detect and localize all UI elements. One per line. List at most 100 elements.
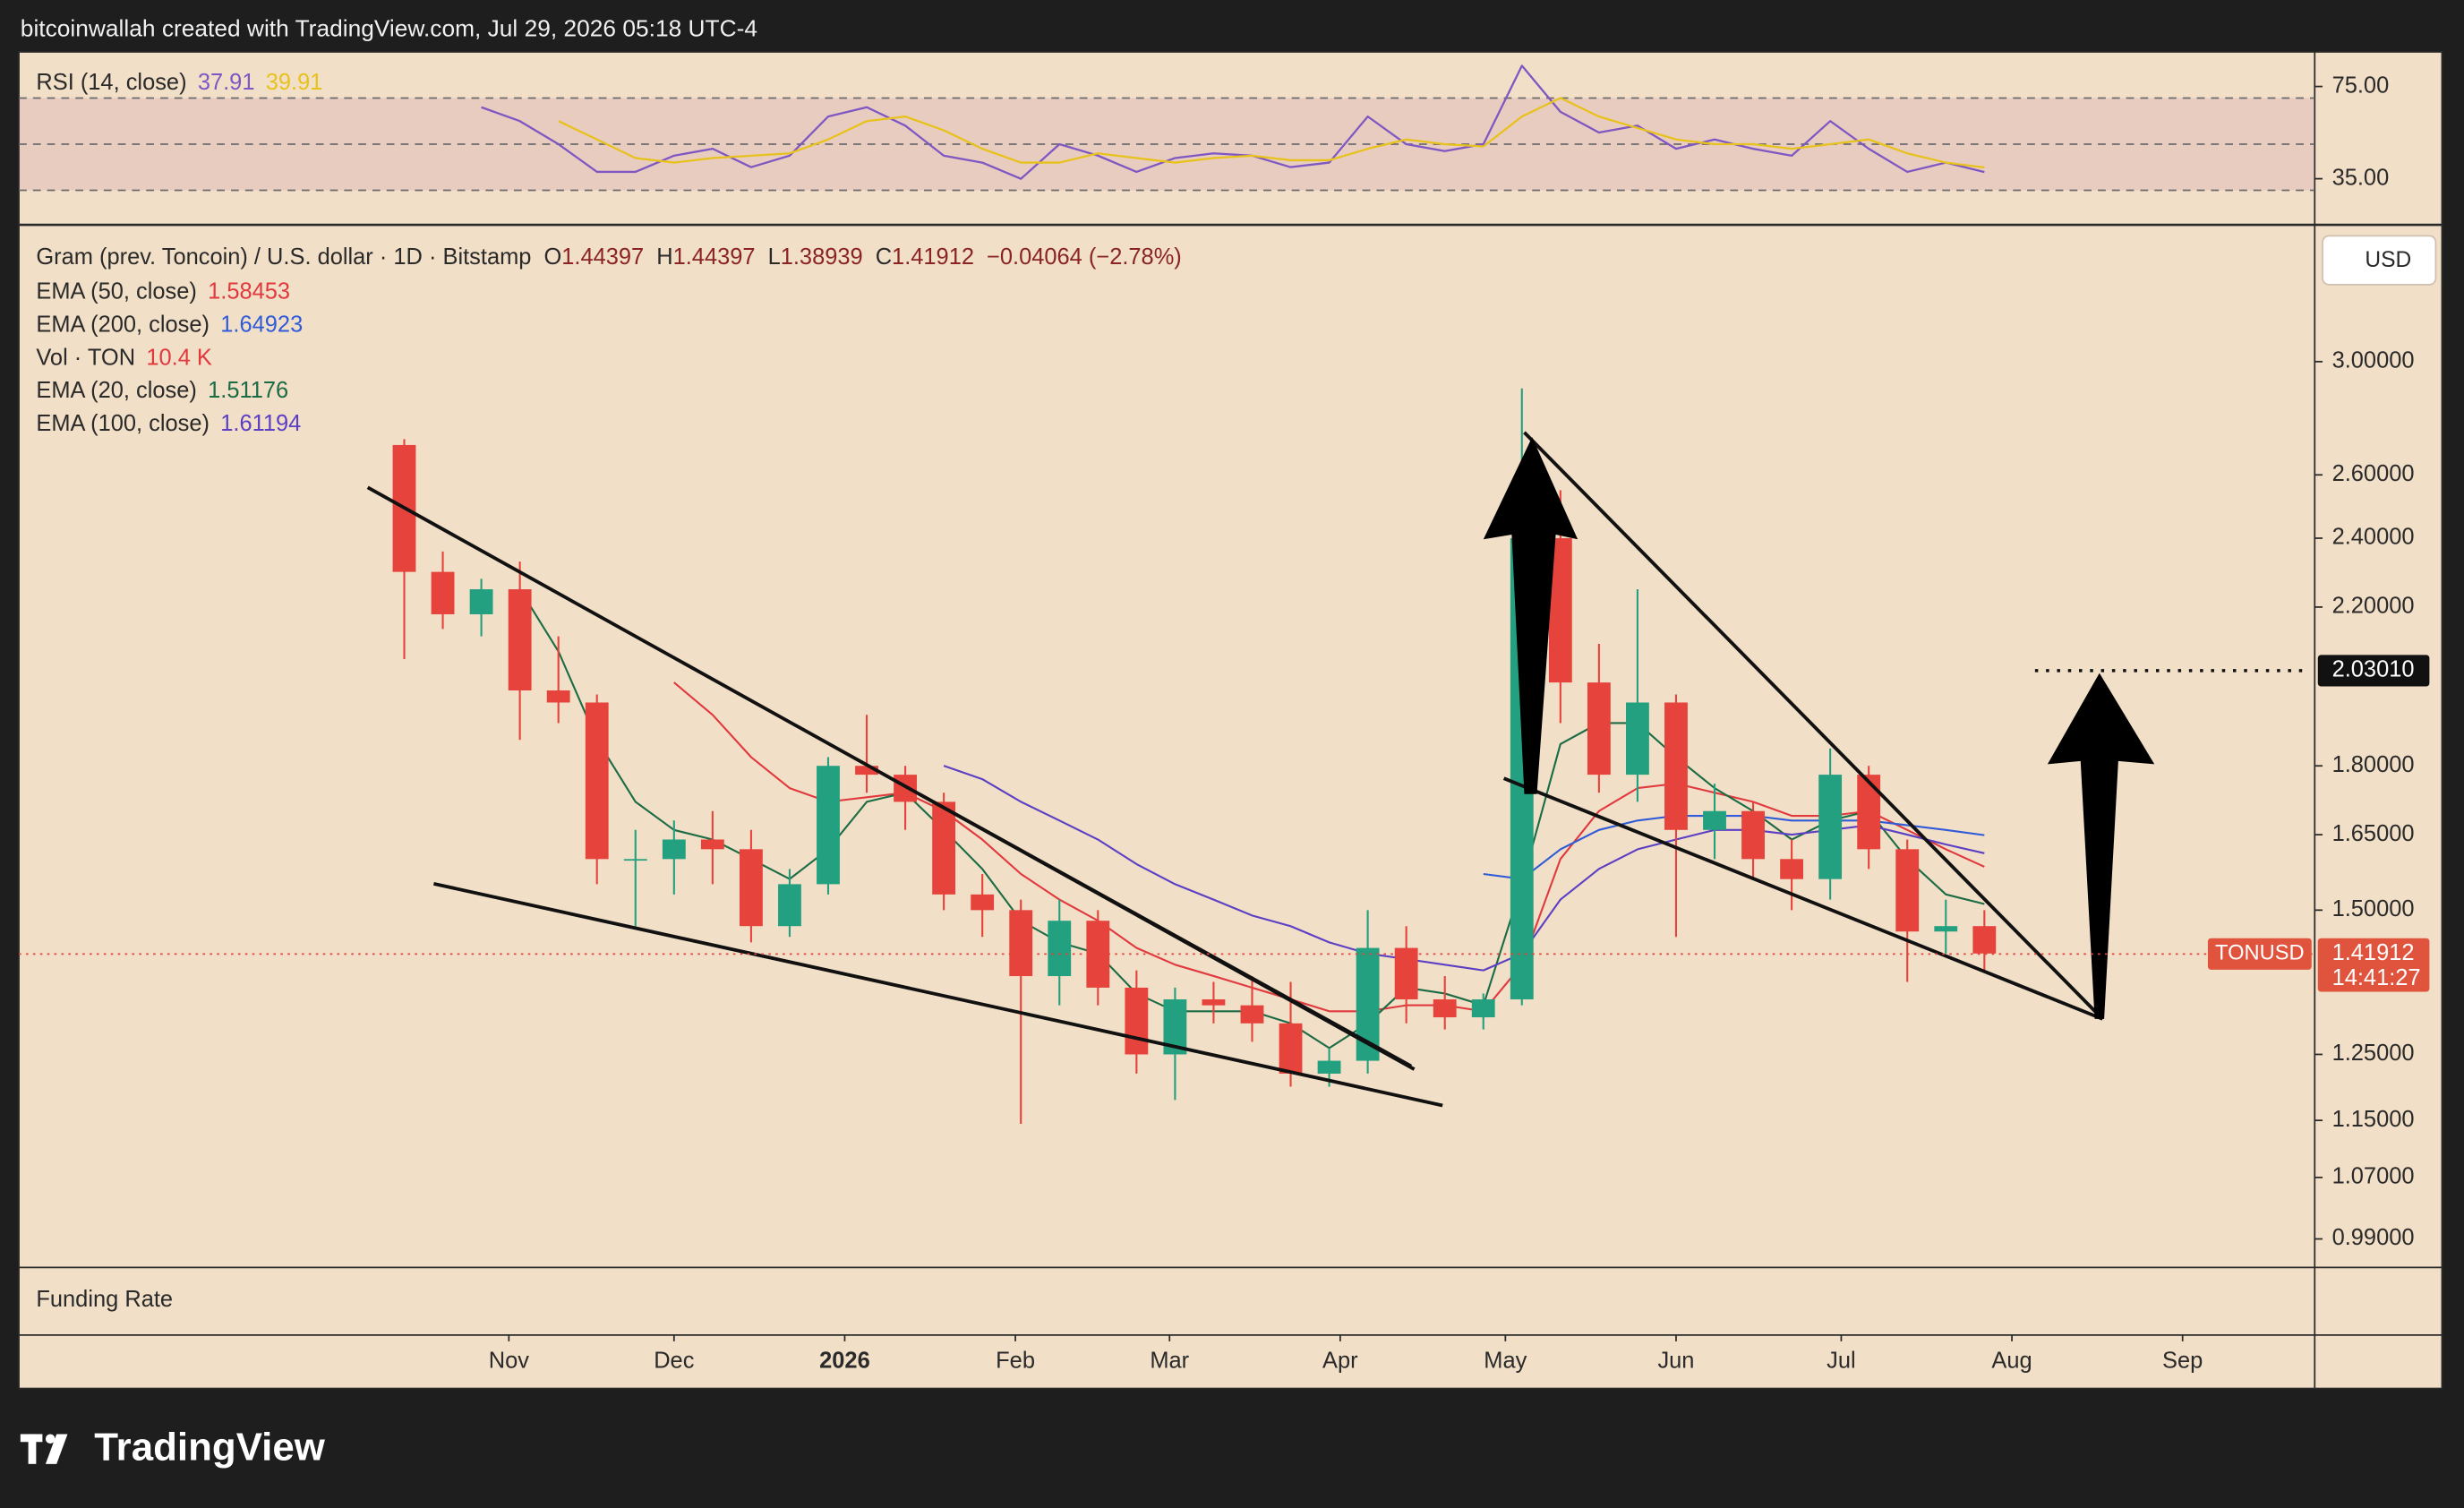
x-tick-label: Aug <box>1991 1348 2032 1373</box>
candle-body <box>585 702 609 860</box>
x-tick-label: May <box>1484 1348 1527 1373</box>
candle-body <box>1780 859 1804 879</box>
y-tick-label: 1.65000 <box>2332 821 2415 846</box>
candle-body <box>1279 1023 1303 1074</box>
y-tick-label: 3.00000 <box>2332 348 2415 373</box>
candle-body <box>1857 775 1881 850</box>
drawings <box>366 431 2155 1108</box>
candle-body <box>1394 947 1418 1000</box>
x-tick-label: Sep <box>2162 1348 2203 1373</box>
volume-name: Vol · TON <box>36 345 135 370</box>
candle-body <box>932 801 956 895</box>
change: −0.04064 (−2.78%) <box>987 244 1182 270</box>
candle-body <box>855 766 878 775</box>
x-tick-label: Mar <box>1150 1348 1189 1373</box>
candle-body <box>1703 810 1726 830</box>
rsi-line <box>558 97 1985 169</box>
volume-value: 10.4 K <box>146 345 212 370</box>
candle-body <box>469 589 493 614</box>
x-tick-label: Apr <box>1322 1348 1358 1373</box>
candle-body <box>508 589 532 691</box>
ohlc-value: 1.44397 <box>673 244 756 270</box>
indicator-name: EMA (200, close) <box>36 312 210 337</box>
x-tick-label: Nov <box>489 1348 530 1373</box>
ohlc-value: 1.38939 <box>781 244 863 270</box>
indicator-legend: EMA (200, close) 1.64923 <box>36 312 303 337</box>
symbol-legend: Gram (prev. Toncoin) / U.S. dollar · 1D … <box>36 244 1181 270</box>
rsi-pane <box>19 64 2315 192</box>
ticker-box <box>2207 938 2312 970</box>
y-tick-label: 2.20000 <box>2332 594 2415 619</box>
target-label: 2.03010 <box>2332 657 2415 682</box>
x-tick-label: Jul <box>1827 1348 1856 1373</box>
ohlc-value: 1.41912 <box>892 244 974 270</box>
candle-body <box>1626 702 1649 775</box>
attribution: bitcoinwallah created with TradingView.c… <box>21 14 757 41</box>
rsi-value: 39.91 <box>266 70 323 95</box>
candle-body <box>623 859 647 861</box>
chart-area <box>18 51 2443 1390</box>
brand: TradingView <box>94 1426 325 1469</box>
candle-body <box>1317 1060 1341 1074</box>
rsi-legend: RSI (14, close) 37.91 39.91 <box>36 70 322 95</box>
candle-body <box>778 884 801 927</box>
trend-line <box>1523 431 2104 1021</box>
currency[interactable]: USD <box>2365 248 2411 272</box>
indicator-value: 1.64923 <box>220 312 303 337</box>
candle-body <box>431 571 455 614</box>
funding-label: Funding Rate <box>36 1287 173 1312</box>
candle-body <box>546 690 570 703</box>
candle-body <box>1202 999 1226 1006</box>
symbol: Gram (prev. Toncoin) / U.S. dollar · 1D … <box>36 244 531 270</box>
candle-body <box>1048 921 1072 977</box>
indicator-legend: EMA (50, close) 1.58453 <box>36 278 290 304</box>
y-tick-label: 1.07000 <box>2332 1164 2415 1189</box>
ema-line <box>1483 814 1985 880</box>
trend-line <box>1502 776 2104 1021</box>
ema-line <box>673 681 1985 1013</box>
candle-body <box>739 849 763 927</box>
candle-body <box>971 894 995 911</box>
ohlc-label: H <box>656 244 672 270</box>
currency-button[interactable] <box>2322 235 2437 286</box>
x-tick-label: Jun <box>1657 1348 1694 1373</box>
candle-body <box>1818 775 1843 879</box>
brand-logo <box>20 1434 81 1464</box>
trend-line <box>432 881 1443 1108</box>
candle-body <box>1433 999 1457 1018</box>
candle-body <box>1009 910 1033 977</box>
y-tick-label: 1.25000 <box>2332 1041 2415 1066</box>
y-tick-label: 0.99000 <box>2332 1225 2415 1250</box>
ema-line <box>943 765 1985 972</box>
candle-body <box>1972 926 1997 954</box>
indicator-value: 1.51176 <box>208 378 288 403</box>
ticker: TONUSD <box>2215 942 2305 965</box>
candle-body <box>1125 987 1149 1055</box>
trend-line <box>918 793 1413 1068</box>
candle-body <box>1895 849 1920 932</box>
ohlc-label: C <box>876 244 892 270</box>
y-tick-label: 1.80000 <box>2332 752 2415 777</box>
ohlc-value: 1.44397 <box>561 244 644 270</box>
rsi-name: RSI (14, close) <box>36 70 186 95</box>
x-tick-label: Dec <box>654 1348 695 1373</box>
ohlc-label: O <box>543 244 561 270</box>
indicator-value: 1.58453 <box>208 278 290 304</box>
ohlc-label: L <box>768 244 781 270</box>
candle-body <box>1587 682 1611 775</box>
countdown: 14:41:27 <box>2332 965 2421 990</box>
y-tick-label: 1.50000 <box>2332 896 2415 921</box>
arrow <box>2047 673 2155 1019</box>
candle-body <box>700 839 724 850</box>
logo-part <box>45 1434 68 1464</box>
y-tick-label: 75.00 <box>2332 73 2390 98</box>
logo-part <box>45 1434 56 1444</box>
y-tick-label: 2.60000 <box>2332 461 2415 486</box>
price-label: 1.41912 <box>2332 940 2415 965</box>
indicator-value: 1.61194 <box>220 411 301 436</box>
indicator-legend: EMA (100, close) 1.61194 <box>36 411 301 436</box>
volume-legend: Vol · TON 10.4 K <box>36 345 212 370</box>
